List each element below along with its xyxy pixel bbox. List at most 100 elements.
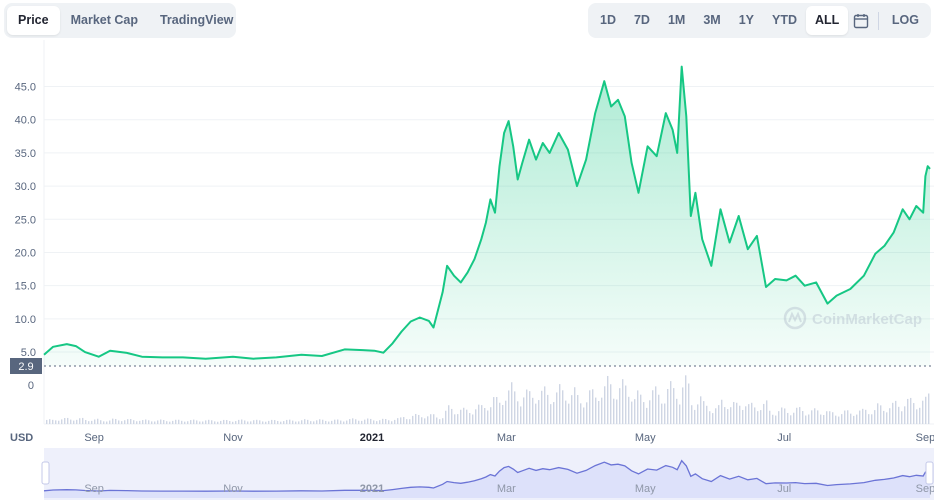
volume-bar <box>778 411 780 424</box>
volume-bar <box>556 392 558 424</box>
volume-bar <box>406 419 408 424</box>
volume-bar <box>187 421 189 424</box>
volume-bar <box>871 414 873 424</box>
volume-bar <box>115 418 117 424</box>
volume-bar <box>292 420 294 424</box>
volume-bar <box>493 397 495 424</box>
volume-bar <box>637 390 639 424</box>
y-tick-label: 25.0 <box>15 214 36 226</box>
volume-bar <box>607 375 609 424</box>
volume-bar <box>907 398 909 424</box>
volume-bar <box>268 420 270 424</box>
volume-bar <box>232 421 234 424</box>
volume-bar <box>73 420 75 424</box>
volume-bar <box>247 421 249 424</box>
volume-bar <box>703 401 705 424</box>
volume-bar <box>568 403 570 424</box>
volume-bar <box>733 401 735 424</box>
chart-type-tabs: Price Market Cap TradingView <box>4 3 236 38</box>
volume-bar <box>490 407 492 424</box>
volume-bar <box>349 419 351 424</box>
range-7d-button[interactable]: 7D <box>633 13 650 27</box>
current-price-badge <box>10 358 42 374</box>
volume-bar <box>214 421 216 424</box>
volume-bar <box>454 414 456 424</box>
volume-bar <box>226 420 228 424</box>
volume-bar <box>484 408 486 424</box>
volume-bar <box>664 403 666 424</box>
volume-bar <box>313 421 315 424</box>
volume-bar <box>766 400 768 424</box>
volume-bar <box>280 421 282 424</box>
volume-bar <box>355 419 357 424</box>
volume-bar <box>460 409 462 424</box>
volume-bar <box>898 406 900 424</box>
volume-bar <box>514 391 516 424</box>
volume-bar <box>265 421 267 424</box>
volume-bar <box>769 410 771 424</box>
volume-bar <box>571 395 573 424</box>
currency-label: USD <box>10 432 33 444</box>
volume-bar <box>676 398 678 424</box>
range-ytd-button[interactable]: YTD <box>772 13 798 27</box>
volume-bar <box>904 406 906 424</box>
volume-bar <box>241 419 243 424</box>
volume-bar <box>811 410 813 424</box>
range-all-button[interactable]: ALL <box>806 6 849 35</box>
volume-bar <box>640 394 642 424</box>
volume-bar <box>283 421 285 424</box>
watermark-text: CoinMarketCap <box>812 311 922 328</box>
volume-bar <box>688 383 690 424</box>
navigator-line <box>43 459 931 492</box>
tab-market-cap[interactable]: Market Cap <box>70 13 138 27</box>
volume-bar <box>547 394 549 424</box>
volume-bar <box>244 420 246 424</box>
volume-bar <box>487 410 489 424</box>
volume-bar <box>217 421 219 424</box>
tab-tradingview[interactable]: TradingView <box>159 13 234 27</box>
x-tick-label: Nov <box>223 432 243 444</box>
volume-bar <box>925 396 927 424</box>
range-1y-button[interactable]: 1Y <box>738 13 755 27</box>
volume-bar <box>832 412 834 424</box>
volume-bar <box>517 401 519 424</box>
navigator-tick-label: Sep <box>916 483 934 495</box>
volume-bar <box>322 419 324 424</box>
volume-bar <box>691 405 693 424</box>
volume-bar <box>202 421 204 424</box>
volume-bar <box>376 421 378 424</box>
navigator-handle-left <box>41 461 50 485</box>
volume-bar <box>400 417 402 424</box>
tab-price[interactable]: Price <box>7 6 60 35</box>
volume-bar <box>577 395 579 424</box>
volume-bar <box>436 417 438 424</box>
volume-bar <box>502 405 504 424</box>
calendar-button[interactable] <box>848 6 874 35</box>
volume-bar <box>58 420 60 424</box>
range-1m-button[interactable]: 1M <box>667 13 686 27</box>
volume-bar <box>748 404 750 424</box>
volume-bar <box>727 409 729 424</box>
range-3m-button[interactable]: 3M <box>703 13 721 27</box>
volume-bar <box>772 414 774 424</box>
volume-bar <box>634 399 636 424</box>
volume-bar <box>193 419 195 424</box>
volume-bar <box>853 415 855 424</box>
volume-bar <box>736 402 738 424</box>
navigator-tick-label: Nov <box>223 483 243 495</box>
volume-bar <box>421 417 423 424</box>
volume-bar <box>271 419 273 424</box>
volume-bar <box>178 419 180 424</box>
volume-bar <box>481 405 483 424</box>
volume-bar <box>526 389 528 424</box>
y-tick-label: 35.0 <box>15 148 36 160</box>
volume-bar <box>574 387 576 424</box>
volume-bar <box>610 384 612 424</box>
volume-bar <box>124 420 126 424</box>
volume-bar <box>916 409 918 424</box>
volume-bar <box>112 418 114 424</box>
range-1d-button[interactable]: 1D <box>600 13 616 27</box>
volume-bar <box>238 419 240 424</box>
log-scale-button[interactable]: LOG <box>891 13 919 27</box>
